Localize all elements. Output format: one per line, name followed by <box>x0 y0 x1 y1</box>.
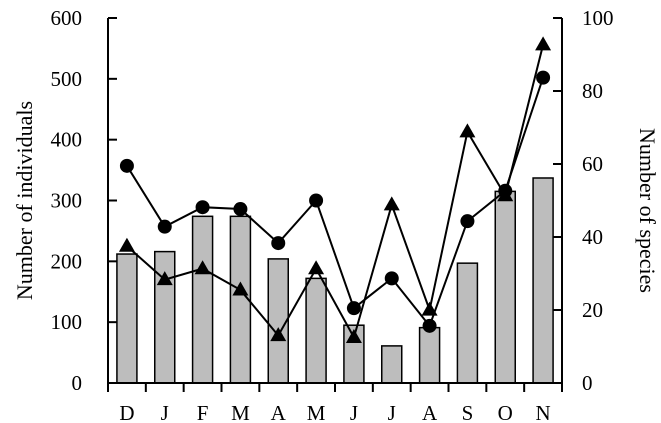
right-axis-title: Number of species <box>635 128 660 293</box>
circle-point-8 <box>422 318 437 333</box>
circle-point-3 <box>233 202 248 217</box>
right-tick-label-2: 40 <box>582 225 603 249</box>
bar-11 <box>532 177 554 384</box>
triangle-point-10 <box>497 187 514 202</box>
right-tick-label-5: 100 <box>582 6 614 30</box>
right-tick-label-0: 0 <box>582 371 593 395</box>
circle-point-1 <box>157 219 172 234</box>
x-tick-label-0: D <box>119 401 134 423</box>
left-tick-label-2: 200 <box>51 249 83 273</box>
x-tick-label-7: J <box>388 401 396 423</box>
circle-point-9 <box>460 214 475 229</box>
x-tick-label-4: A <box>271 401 287 423</box>
triangle-point-8 <box>421 301 438 316</box>
circle-point-0 <box>119 158 134 173</box>
circle-point-11 <box>536 70 551 85</box>
bar-4 <box>267 258 289 384</box>
left-tick-label-4: 400 <box>51 128 83 152</box>
bar-7 <box>381 345 403 384</box>
circle-point-2 <box>195 200 210 215</box>
x-tick-label-8: A <box>422 401 438 423</box>
right-tick-label-3: 60 <box>582 152 603 176</box>
right-tick-label-1: 20 <box>582 298 603 322</box>
left-tick-label-3: 300 <box>51 189 83 213</box>
bar-0 <box>116 253 138 384</box>
triangle-point-11 <box>535 36 552 51</box>
series-line-triangle <box>126 44 545 340</box>
triangle-point-5 <box>308 260 325 275</box>
right-tick-label-4: 80 <box>582 79 603 103</box>
x-tick-label-5: M <box>307 401 326 423</box>
bar-8 <box>418 326 441 384</box>
bar-5 <box>305 277 327 384</box>
x-tick-label-11: N <box>535 401 550 423</box>
bar-9 <box>456 262 479 384</box>
circle-point-7 <box>384 271 399 286</box>
bar-2 <box>191 215 214 384</box>
triangle-point-9 <box>459 123 476 138</box>
triangle-point-4 <box>270 327 287 342</box>
triangle-point-7 <box>383 196 400 211</box>
x-tick-label-2: F <box>197 401 209 423</box>
bar-10 <box>494 190 516 384</box>
triangle-point-1 <box>156 271 173 286</box>
circle-point-6 <box>346 301 361 316</box>
triangle-point-6 <box>345 328 362 343</box>
triangle-point-0 <box>118 237 135 252</box>
left-tick-label-0: 0 <box>72 371 83 395</box>
x-tick-label-6: J <box>350 401 358 423</box>
x-tick-label-9: S <box>462 401 474 423</box>
x-tick-label-1: J <box>161 401 169 423</box>
left-tick-label-1: 100 <box>51 310 83 334</box>
series-line-circle <box>126 77 545 328</box>
circle-point-5 <box>309 193 324 208</box>
bars-layer <box>116 177 554 384</box>
triangle-point-3 <box>232 281 249 296</box>
left-axis-title: Number of individuals <box>12 101 37 300</box>
x-tick-label-10: O <box>498 401 513 423</box>
x-tick-label-3: M <box>231 401 250 423</box>
lines-layer <box>118 36 552 343</box>
triangle-point-2 <box>194 260 211 275</box>
left-tick-label-6: 600 <box>51 6 83 30</box>
circle-point-4 <box>271 236 286 251</box>
left-tick-label-5: 500 <box>51 67 83 91</box>
